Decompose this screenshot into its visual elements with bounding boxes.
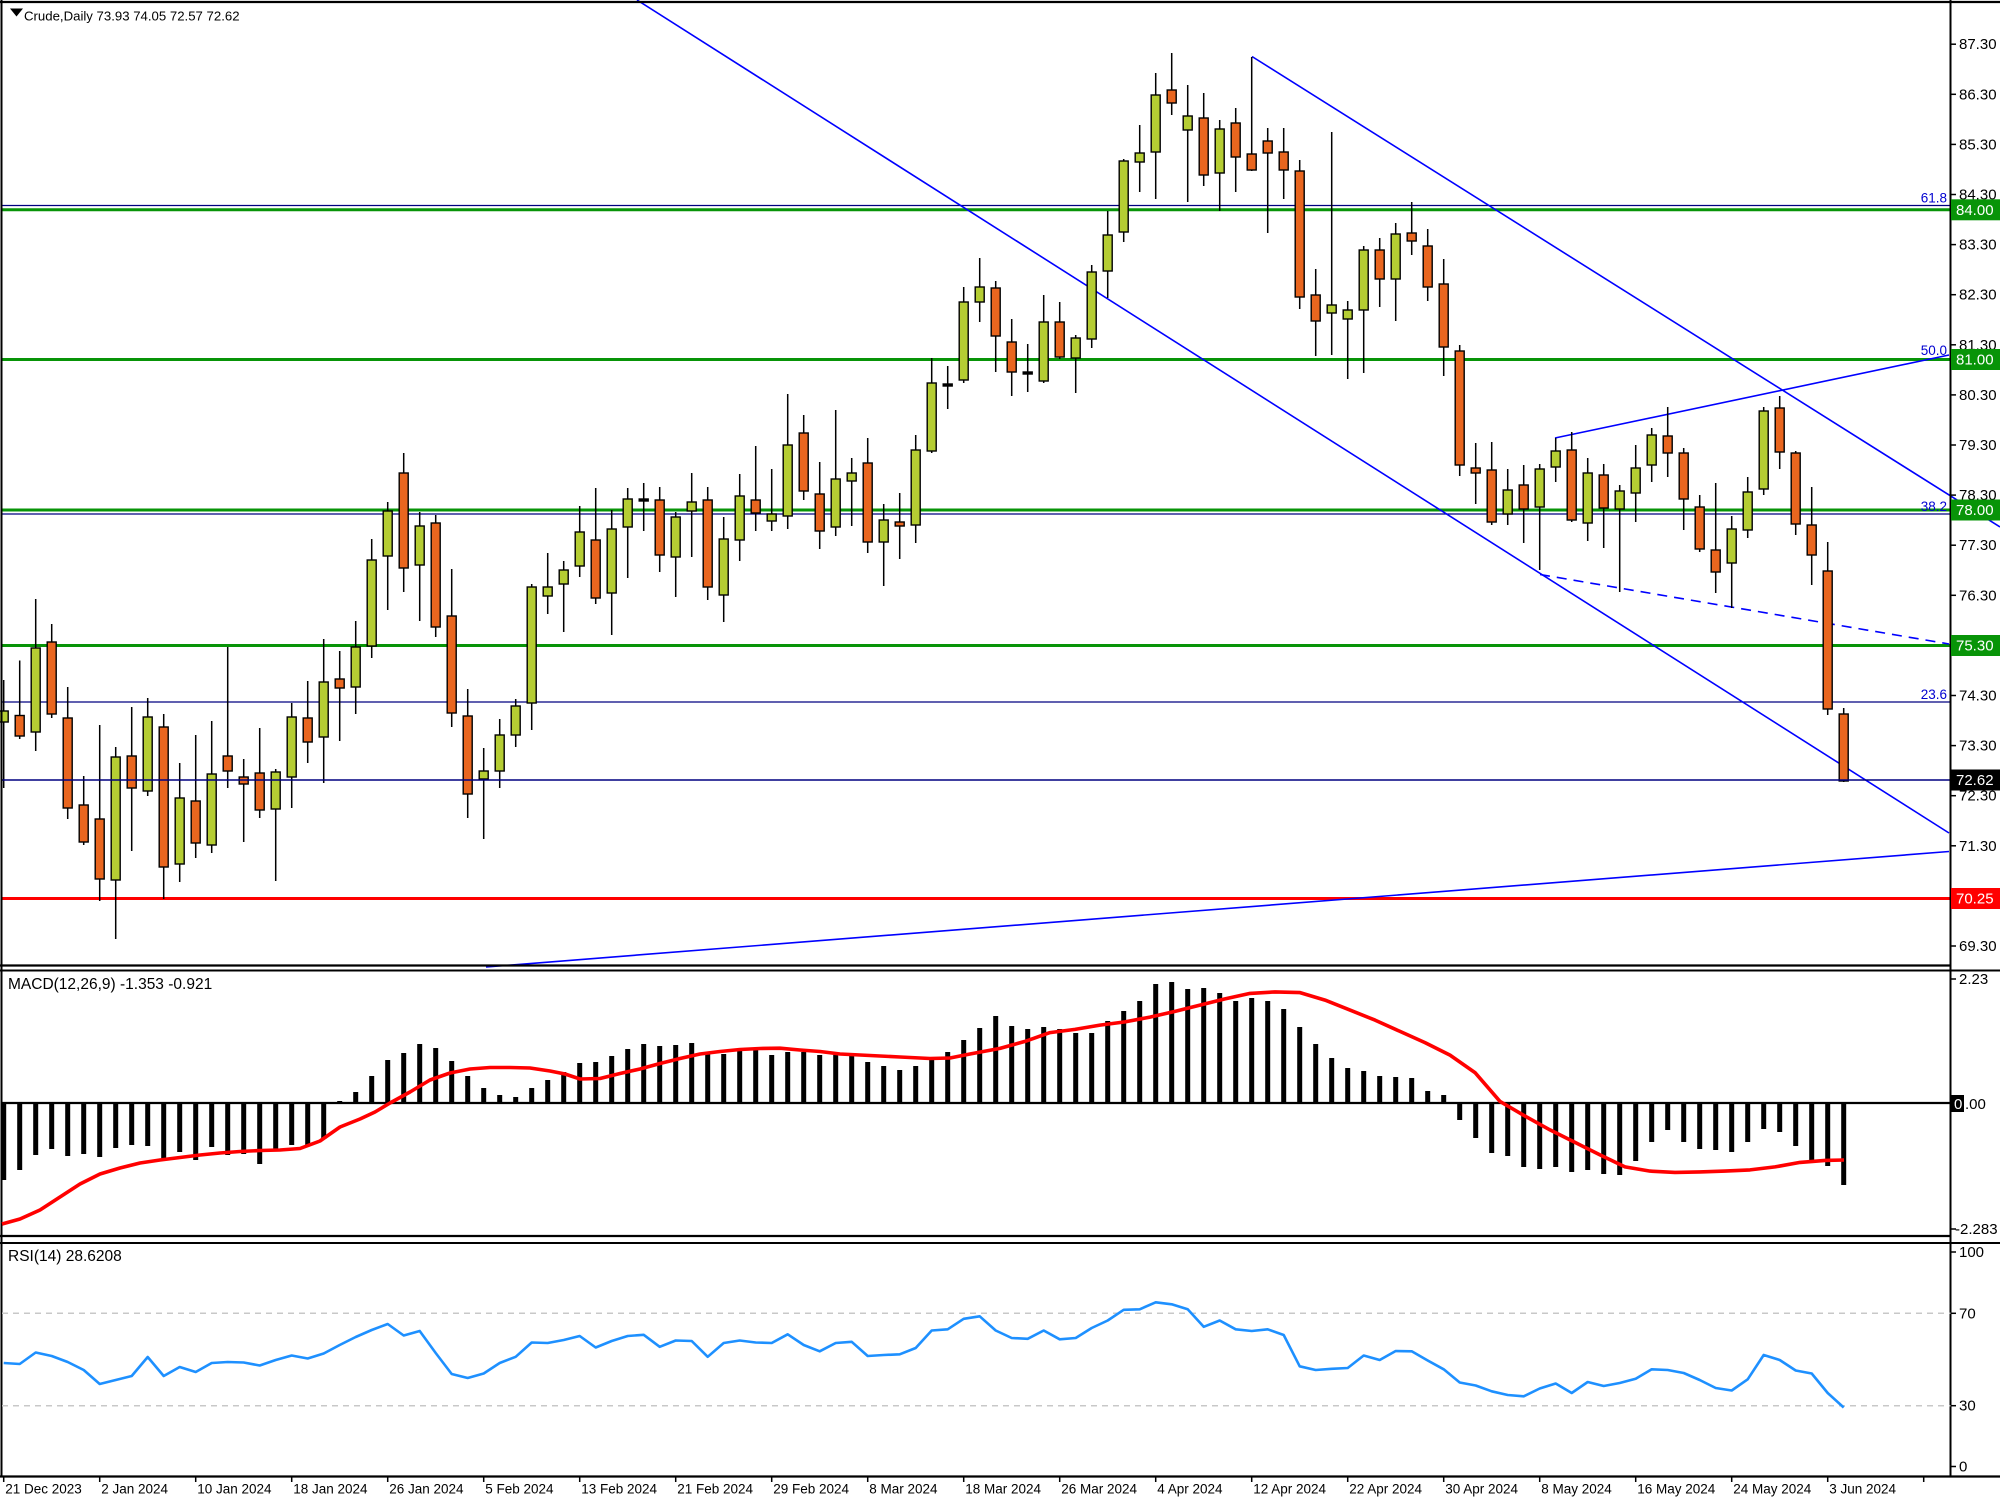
svg-text:86.30: 86.30 xyxy=(1959,86,1997,103)
svg-text:3 Jun 2024: 3 Jun 2024 xyxy=(1829,1482,1896,1497)
svg-text:18 Jan 2024: 18 Jan 2024 xyxy=(293,1482,368,1497)
svg-text:84.00: 84.00 xyxy=(1956,202,1994,219)
svg-text:83.30: 83.30 xyxy=(1959,237,1997,254)
svg-text:78.00: 78.00 xyxy=(1956,502,1994,519)
svg-text:77.30: 77.30 xyxy=(1959,537,1997,554)
svg-text:84.30: 84.30 xyxy=(1959,187,1997,204)
svg-text:100: 100 xyxy=(1959,1244,1984,1261)
svg-text:75.30: 75.30 xyxy=(1956,638,1994,655)
svg-text:16 May 2024: 16 May 2024 xyxy=(1637,1482,1716,1497)
svg-text:85.30: 85.30 xyxy=(1959,136,1997,153)
svg-text:10 Jan 2024: 10 Jan 2024 xyxy=(197,1482,272,1497)
svg-text:69.30: 69.30 xyxy=(1959,938,1997,955)
svg-text:8 Mar 2024: 8 Mar 2024 xyxy=(869,1482,938,1497)
svg-text:5 Feb 2024: 5 Feb 2024 xyxy=(485,1482,554,1497)
svg-text:74.30: 74.30 xyxy=(1959,688,1997,705)
svg-text:MACD(12,26,9) -1.353 -0.921: MACD(12,26,9) -1.353 -0.921 xyxy=(8,976,212,993)
svg-text:24 May 2024: 24 May 2024 xyxy=(1733,1482,1812,1497)
svg-text:23.6: 23.6 xyxy=(1921,687,1947,702)
svg-text:70.25: 70.25 xyxy=(1956,891,1994,908)
svg-text:72.62: 72.62 xyxy=(1956,772,1994,789)
svg-text:8 May 2024: 8 May 2024 xyxy=(1541,1482,1612,1497)
svg-text:0: 0 xyxy=(1954,1096,1962,1113)
svg-text:-2.283: -2.283 xyxy=(1955,1221,1998,1238)
svg-text:4 Apr 2024: 4 Apr 2024 xyxy=(1157,1482,1223,1497)
svg-text:76.30: 76.30 xyxy=(1959,587,1997,604)
svg-text:38.2: 38.2 xyxy=(1921,499,1947,514)
svg-text:73.30: 73.30 xyxy=(1959,738,1997,755)
svg-text:72.30: 72.30 xyxy=(1959,788,1997,805)
svg-text:61.8: 61.8 xyxy=(1921,191,1947,206)
svg-text:30 Apr 2024: 30 Apr 2024 xyxy=(1445,1482,1518,1497)
svg-text:12 Apr 2024: 12 Apr 2024 xyxy=(1253,1482,1326,1497)
svg-text:30: 30 xyxy=(1959,1398,1976,1415)
svg-text:87.30: 87.30 xyxy=(1959,36,1997,53)
svg-text:21 Feb 2024: 21 Feb 2024 xyxy=(677,1482,753,1497)
svg-text:Crude,Daily 73.93 74.05 72.57: Crude,Daily 73.93 74.05 72.57 72.62 xyxy=(24,9,240,24)
svg-text:80.30: 80.30 xyxy=(1959,387,1997,404)
svg-text:22 Apr 2024: 22 Apr 2024 xyxy=(1349,1482,1422,1497)
svg-text:79.30: 79.30 xyxy=(1959,437,1997,454)
svg-text:0: 0 xyxy=(1959,1459,1967,1476)
svg-text:70: 70 xyxy=(1959,1305,1976,1322)
svg-text:.00: .00 xyxy=(1965,1096,1986,1113)
svg-text:RSI(14) 28.6208: RSI(14) 28.6208 xyxy=(8,1248,122,1265)
svg-text:26 Jan 2024: 26 Jan 2024 xyxy=(389,1482,464,1497)
svg-text:50.0: 50.0 xyxy=(1921,343,1947,358)
svg-text:29 Feb 2024: 29 Feb 2024 xyxy=(773,1482,849,1497)
svg-text:2 Jan 2024: 2 Jan 2024 xyxy=(101,1482,168,1497)
svg-text:82.30: 82.30 xyxy=(1959,287,1997,304)
svg-text:71.30: 71.30 xyxy=(1959,838,1997,855)
svg-text:2.23: 2.23 xyxy=(1959,971,1988,988)
svg-text:81.00: 81.00 xyxy=(1956,352,1994,369)
svg-text:21 Dec 2023: 21 Dec 2023 xyxy=(5,1482,82,1497)
svg-text:26 Mar 2024: 26 Mar 2024 xyxy=(1061,1482,1137,1497)
svg-text:13 Feb 2024: 13 Feb 2024 xyxy=(581,1482,657,1497)
svg-text:18 Mar 2024: 18 Mar 2024 xyxy=(965,1482,1041,1497)
